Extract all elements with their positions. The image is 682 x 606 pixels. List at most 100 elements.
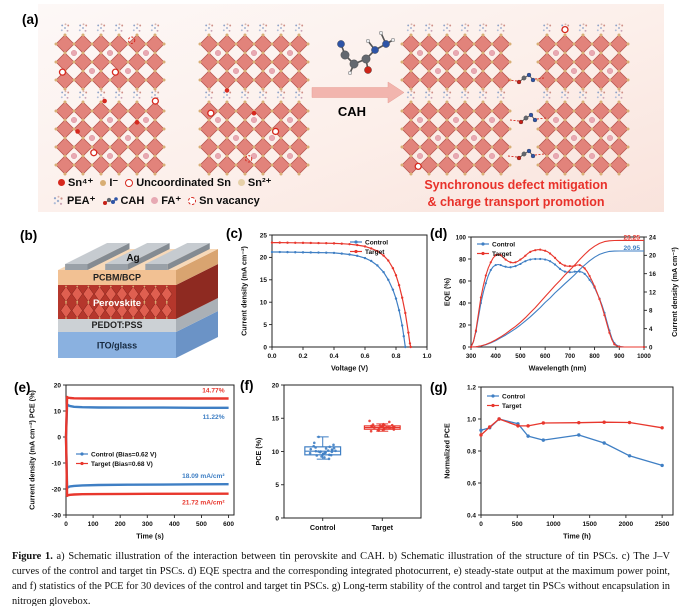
legend-label: Sn²⁺ bbox=[247, 177, 272, 189]
panel-e-label: (e) bbox=[14, 380, 31, 395]
svg-text:400: 400 bbox=[491, 353, 502, 360]
svg-text:500: 500 bbox=[196, 521, 207, 528]
highlight-text: Synchronous defect mitigation & charge t… bbox=[388, 177, 644, 212]
svg-text:Control: Control bbox=[502, 393, 525, 400]
legend-label: Uncoordinated Sn bbox=[136, 176, 231, 189]
svg-text:PCE (%): PCE (%) bbox=[254, 437, 263, 466]
svg-text:0.0: 0.0 bbox=[267, 353, 276, 360]
svg-text:700: 700 bbox=[565, 353, 576, 360]
legend-item: I⁻ bbox=[100, 176, 118, 189]
stability-chart: 0 500 1000 1500 2000 2500 0.4 0.6 0.8 1.0 1.2 Time … bbox=[443, 384, 674, 541]
svg-text:Target: Target bbox=[372, 523, 394, 532]
svg-text:600: 600 bbox=[540, 353, 551, 360]
svg-text:EQE (%): EQE (%) bbox=[443, 277, 452, 306]
legend-label: PEA⁺ bbox=[67, 195, 96, 207]
svg-text:20.95: 20.95 bbox=[623, 245, 640, 252]
svg-text:0.8: 0.8 bbox=[467, 448, 476, 455]
svg-text:80: 80 bbox=[459, 256, 466, 263]
legend-item: Uncoordinated Sn bbox=[125, 177, 231, 189]
svg-text:0: 0 bbox=[275, 515, 279, 522]
svg-text:15: 15 bbox=[260, 277, 268, 284]
svg-text:23.25: 23.25 bbox=[623, 234, 640, 241]
steady-state-output-chart: 0 100 200 300 400 500 600 -30 -20 -10 0 10 20 Time (s… bbox=[28, 382, 235, 541]
svg-text:1.0: 1.0 bbox=[467, 416, 476, 423]
svg-text:Control: Control bbox=[365, 239, 388, 246]
svg-text:4: 4 bbox=[649, 326, 653, 333]
svg-text:Target: Target bbox=[502, 403, 522, 410]
uncoordinated-ring-icon bbox=[125, 178, 134, 187]
svg-text:0: 0 bbox=[479, 521, 483, 528]
legend-label: Sn vacancy bbox=[199, 194, 260, 207]
svg-text:10: 10 bbox=[260, 300, 268, 307]
svg-text:ITO/glass: ITO/glass bbox=[97, 341, 137, 351]
svg-text:5: 5 bbox=[263, 322, 267, 329]
svg-text:Target: Target bbox=[492, 251, 512, 258]
svg-text:-10: -10 bbox=[52, 460, 62, 467]
panel-f-label: (f) bbox=[240, 378, 254, 393]
svg-text:10: 10 bbox=[272, 449, 280, 456]
cah-molecule-icon bbox=[103, 197, 119, 205]
svg-text:Voltage (V): Voltage (V) bbox=[331, 364, 369, 373]
svg-text:0: 0 bbox=[57, 434, 61, 441]
legend-label: Sn⁴⁺ bbox=[68, 177, 94, 189]
highlight-text-line2: & charge transport promotion bbox=[427, 195, 605, 210]
svg-text:20: 20 bbox=[54, 382, 62, 389]
svg-text:60: 60 bbox=[459, 278, 466, 285]
pea-speckle-icon bbox=[53, 195, 63, 205]
device-structure-diagram: Ag PCBM/BCP Perovskite PEDOT:PSS ITO/glass bbox=[58, 243, 218, 358]
pce-statistics-chart: 0 5 10 15 20 Control Target PCE (%) bbox=[254, 382, 422, 532]
iodide-dot-icon bbox=[100, 179, 107, 186]
fa-dot-icon bbox=[151, 197, 159, 204]
svg-text:21.72 mA/cm²: 21.72 mA/cm² bbox=[182, 500, 225, 507]
svg-text:14.77%: 14.77% bbox=[202, 388, 225, 395]
legend-label: I⁻ bbox=[109, 177, 119, 189]
svg-text:0: 0 bbox=[463, 344, 467, 351]
figure-caption: Figure 1. a) Schematic illustration of t… bbox=[12, 549, 670, 606]
panel-b-label: (b) bbox=[20, 228, 38, 243]
caption-text: a) Schematic illustration of the interac… bbox=[12, 551, 670, 606]
svg-text:Current density (mA cm⁻²) PCE: Current density (mA cm⁻²) PCE (%) bbox=[28, 390, 37, 510]
svg-text:5: 5 bbox=[275, 482, 279, 489]
svg-text:500: 500 bbox=[512, 521, 523, 528]
svg-text:200: 200 bbox=[115, 521, 126, 528]
svg-text:CAH: CAH bbox=[338, 104, 366, 119]
svg-text:10: 10 bbox=[54, 408, 62, 415]
svg-text:25: 25 bbox=[260, 232, 268, 239]
svg-text:Time (s): Time (s) bbox=[136, 532, 164, 541]
svg-text:0.8: 0.8 bbox=[391, 353, 400, 360]
panel-c-label: (c) bbox=[226, 226, 243, 241]
svg-text:600: 600 bbox=[223, 521, 234, 528]
legend-item: Sn²⁺ bbox=[237, 176, 272, 189]
svg-text:0: 0 bbox=[263, 344, 267, 351]
svg-text:12: 12 bbox=[649, 289, 656, 296]
svg-text:Control: Control bbox=[492, 241, 515, 248]
svg-text:40: 40 bbox=[459, 300, 466, 307]
svg-text:900: 900 bbox=[614, 353, 625, 360]
svg-text:0: 0 bbox=[649, 344, 653, 351]
sn4-dot-icon bbox=[58, 179, 65, 186]
svg-text:500: 500 bbox=[515, 353, 526, 360]
svg-text:20: 20 bbox=[272, 382, 280, 389]
svg-text:1000: 1000 bbox=[546, 521, 561, 528]
svg-text:Target (Bias=0.68 V): Target (Bias=0.68 V) bbox=[91, 461, 153, 468]
legend-item: FA⁺ bbox=[151, 194, 181, 207]
panel-a-label: (a) bbox=[22, 12, 39, 27]
svg-text:20: 20 bbox=[649, 253, 656, 260]
panel-a-legend-row2: PEA⁺ CAH FA⁺ Sn vacancy bbox=[52, 194, 267, 207]
svg-text:-30: -30 bbox=[52, 512, 62, 519]
highlight-text-line1: Synchronous defect mitigation bbox=[424, 178, 608, 192]
svg-text:Perovskite: Perovskite bbox=[93, 298, 141, 309]
svg-text:1000: 1000 bbox=[637, 353, 651, 360]
svg-text:0.4: 0.4 bbox=[467, 512, 476, 519]
caption-label: Figure 1. bbox=[12, 551, 53, 562]
svg-text:400: 400 bbox=[169, 521, 180, 528]
svg-text:0.6: 0.6 bbox=[360, 353, 369, 360]
svg-text:20: 20 bbox=[260, 255, 268, 262]
svg-text:PCBM/BCP: PCBM/BCP bbox=[93, 273, 141, 283]
svg-text:Ag: Ag bbox=[126, 253, 139, 264]
svg-text:-20: -20 bbox=[52, 486, 62, 493]
legend-item: PEA⁺ bbox=[52, 194, 95, 207]
svg-text:100: 100 bbox=[88, 521, 99, 528]
svg-text:0.4: 0.4 bbox=[329, 353, 338, 360]
